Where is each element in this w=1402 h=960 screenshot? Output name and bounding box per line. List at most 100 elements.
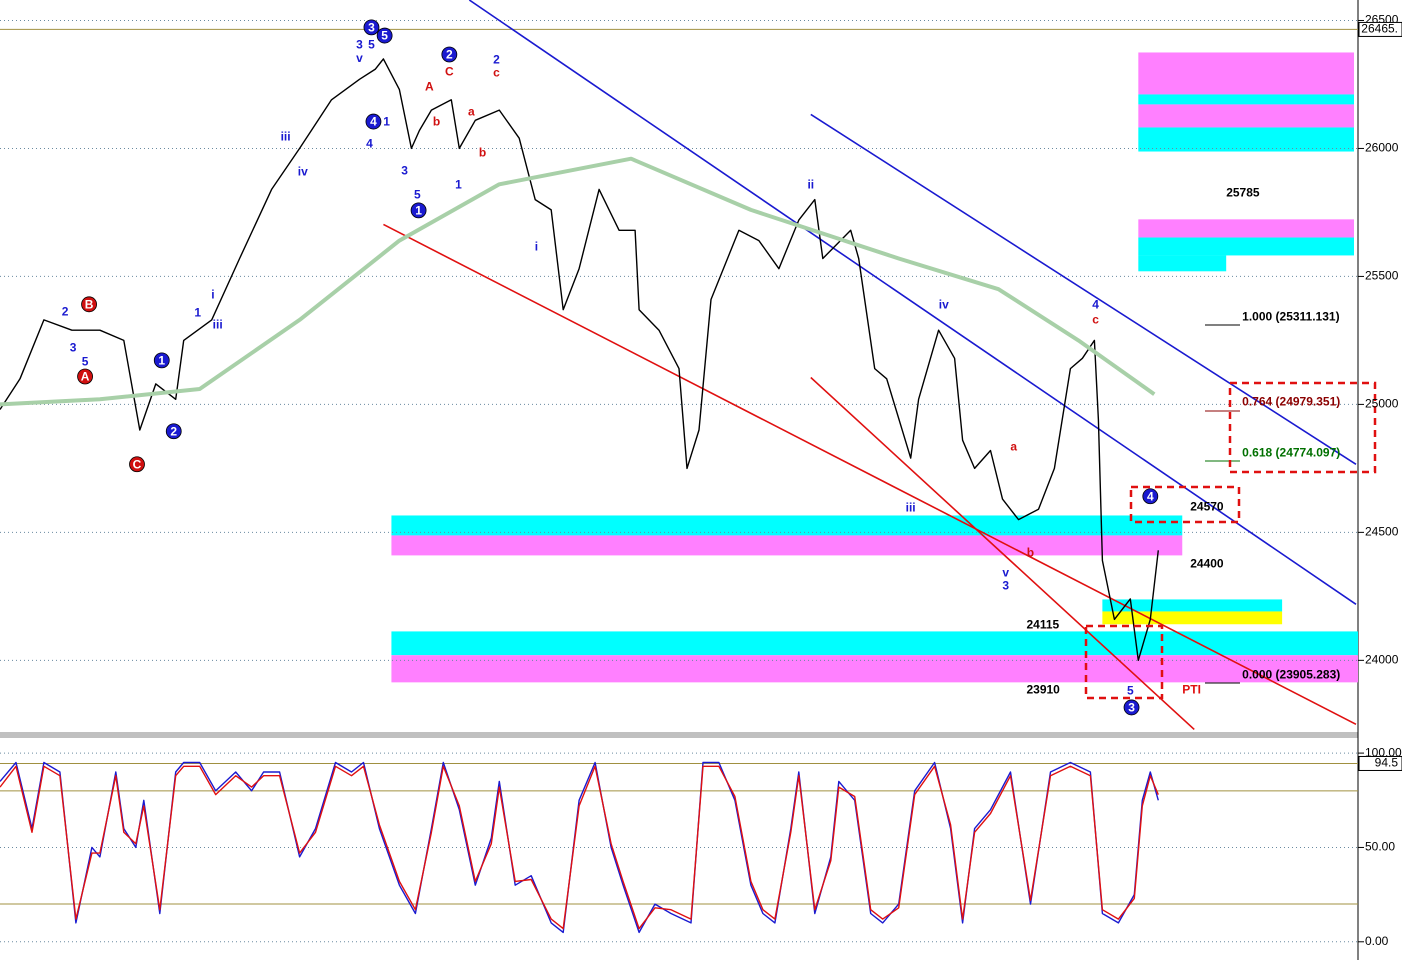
wave-marker xyxy=(376,27,393,44)
trendline xyxy=(810,113,1357,465)
wave-label: b xyxy=(1027,545,1034,559)
wave-label: 1 xyxy=(383,115,390,129)
wave-marker xyxy=(153,352,170,369)
y-tick-label: 26000 xyxy=(1365,141,1399,155)
level-label: 0.000 (23905.283) xyxy=(1242,668,1340,682)
wave-marker xyxy=(165,423,182,440)
wave-marker xyxy=(363,19,380,36)
y-tick-label: 0.00 xyxy=(1365,934,1389,948)
wave-label: 1 xyxy=(455,178,462,192)
wave-label: 5 xyxy=(82,355,89,369)
wave-label: 3 xyxy=(1002,579,1009,593)
zone xyxy=(1102,611,1283,625)
wave-label: 3 xyxy=(356,38,363,52)
y-tick-label: 25000 xyxy=(1365,397,1399,411)
wave-label: 1 xyxy=(158,354,165,368)
zone xyxy=(1138,104,1355,128)
texts: 25785 1.000 (25311.131) 0.764 (24979.351) 0… xyxy=(62,19,1340,716)
wave-label: a xyxy=(1010,440,1017,454)
wave-label: v xyxy=(1002,565,1009,579)
zone xyxy=(1102,599,1283,612)
wave-label: iii xyxy=(281,130,291,144)
panel-divider xyxy=(0,732,1358,738)
wave-label: iii xyxy=(906,500,916,514)
last-price-box xyxy=(1358,755,1402,771)
level-label: 23910 xyxy=(1026,682,1060,696)
wave-label: 5 xyxy=(381,29,388,43)
wave-label: B xyxy=(85,297,94,311)
wave-marker xyxy=(410,202,427,219)
last-price-label: 26465. xyxy=(1361,22,1398,36)
wave-marker xyxy=(81,296,97,313)
series-line xyxy=(0,58,1159,661)
trendline xyxy=(810,376,1195,731)
level-label: 25785 xyxy=(1226,186,1260,200)
trendline xyxy=(468,0,1357,605)
series-line xyxy=(0,765,1159,930)
wave-label: A xyxy=(81,370,90,384)
last-price-box xyxy=(1358,21,1402,37)
y-tick-label: 100.00 xyxy=(1365,745,1402,759)
wave-label: c xyxy=(493,66,500,80)
y-tick-label: 24000 xyxy=(1365,653,1399,667)
last-price-label: 94.5 xyxy=(1375,756,1399,770)
wave-label: 2 xyxy=(170,424,177,438)
wave-marker xyxy=(77,368,93,385)
wave-label: 4 xyxy=(370,115,377,129)
wave-label: i xyxy=(535,240,538,254)
series-line xyxy=(0,761,1159,934)
wave-label: 3 xyxy=(368,21,375,35)
trendlines xyxy=(383,0,1357,731)
wave-label: C xyxy=(445,65,454,79)
wave-label: iii xyxy=(213,318,223,332)
wave-label: C xyxy=(133,457,142,471)
wave-label: 5 xyxy=(1127,683,1134,697)
zone xyxy=(1138,127,1355,152)
y-tick-label: 24500 xyxy=(1365,525,1399,539)
series xyxy=(0,58,1159,934)
level-label: 0.618 (24774.097) xyxy=(1242,445,1340,459)
wave-label: c xyxy=(1092,313,1099,327)
wave-label: 2 xyxy=(493,53,500,67)
y-axis: 24000245002500025500260002650026465.100.… xyxy=(1358,13,1402,948)
wave-marker xyxy=(1142,488,1159,505)
wave-label: 4 xyxy=(1092,297,1099,311)
wave-marker xyxy=(365,113,382,130)
zone xyxy=(1138,219,1355,238)
series-line xyxy=(0,156,1156,407)
zone xyxy=(1138,52,1355,95)
zone xyxy=(1138,94,1355,105)
wave-label: 3 xyxy=(401,164,408,178)
wave-marker xyxy=(441,46,458,63)
wave-label: iv xyxy=(939,297,949,311)
zone xyxy=(1138,237,1355,256)
highlight-box xyxy=(1228,381,1377,474)
wave-label: 4 xyxy=(1147,489,1154,503)
level-label: 0.764 (24979.351) xyxy=(1242,395,1340,409)
wave-label: 1 xyxy=(415,204,422,218)
highlight-box xyxy=(1084,624,1164,700)
wave-label: i xyxy=(211,288,214,302)
zone xyxy=(1138,255,1227,272)
wave-label: v xyxy=(356,51,363,65)
wave-label: A xyxy=(425,80,434,94)
wave-label: 3 xyxy=(70,340,77,354)
wave-label: 2 xyxy=(446,48,453,62)
zone xyxy=(391,535,1183,556)
wave-label: 3 xyxy=(1128,701,1135,715)
level-label: 24570 xyxy=(1190,499,1224,513)
y-tick-label: 50.00 xyxy=(1365,840,1395,854)
wave-label: 4 xyxy=(366,137,373,151)
zone xyxy=(391,631,1358,656)
wave-label: iv xyxy=(298,165,308,179)
decorations xyxy=(1084,324,1377,700)
level-label: 24400 xyxy=(1190,557,1224,571)
wave-label: b xyxy=(479,146,486,160)
wave-label: 1 xyxy=(194,306,201,320)
wave-label: 2 xyxy=(62,305,69,319)
zone xyxy=(391,655,1358,683)
wave-label: a xyxy=(468,105,475,119)
level-label: 1.000 (25311.131) xyxy=(1242,310,1339,324)
level-label: PTI xyxy=(1182,682,1201,696)
